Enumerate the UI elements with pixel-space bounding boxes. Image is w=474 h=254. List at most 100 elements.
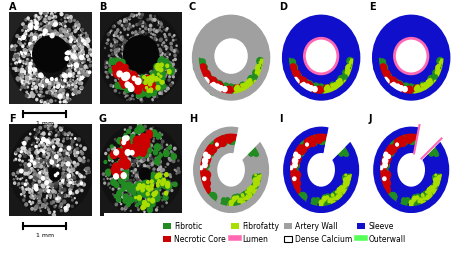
- Circle shape: [161, 68, 163, 70]
- Circle shape: [47, 29, 50, 32]
- Circle shape: [415, 201, 419, 204]
- Circle shape: [125, 150, 130, 156]
- Circle shape: [290, 65, 293, 68]
- Circle shape: [132, 85, 137, 91]
- Circle shape: [120, 186, 121, 187]
- Circle shape: [54, 169, 56, 172]
- Circle shape: [52, 191, 55, 193]
- Circle shape: [127, 187, 132, 192]
- Circle shape: [60, 149, 63, 152]
- Circle shape: [57, 152, 58, 153]
- Circle shape: [322, 91, 330, 99]
- Circle shape: [395, 83, 401, 90]
- Circle shape: [412, 198, 416, 202]
- Circle shape: [70, 73, 72, 75]
- Circle shape: [78, 26, 80, 28]
- Circle shape: [296, 152, 300, 156]
- Circle shape: [225, 133, 229, 138]
- Circle shape: [336, 84, 339, 87]
- Circle shape: [152, 192, 153, 193]
- Circle shape: [113, 69, 122, 78]
- Circle shape: [124, 65, 128, 70]
- Circle shape: [126, 87, 129, 91]
- Circle shape: [135, 171, 137, 173]
- Circle shape: [76, 40, 78, 42]
- Circle shape: [149, 39, 150, 40]
- Circle shape: [229, 90, 236, 97]
- Circle shape: [29, 36, 30, 37]
- Circle shape: [258, 65, 261, 67]
- Circle shape: [114, 169, 116, 171]
- Circle shape: [337, 192, 340, 195]
- Circle shape: [125, 171, 126, 172]
- Circle shape: [32, 26, 33, 27]
- Circle shape: [13, 59, 15, 61]
- Circle shape: [434, 149, 438, 154]
- Circle shape: [32, 42, 35, 45]
- Circle shape: [36, 157, 38, 159]
- Circle shape: [55, 176, 56, 177]
- Circle shape: [308, 87, 314, 94]
- Circle shape: [122, 177, 123, 179]
- Circle shape: [247, 86, 250, 89]
- Circle shape: [27, 173, 29, 176]
- Circle shape: [113, 173, 117, 177]
- Circle shape: [164, 67, 165, 70]
- Circle shape: [111, 74, 113, 76]
- Circle shape: [66, 204, 70, 208]
- Circle shape: [51, 82, 52, 83]
- Circle shape: [60, 92, 62, 94]
- Circle shape: [65, 39, 66, 40]
- Circle shape: [240, 85, 247, 92]
- Circle shape: [256, 68, 262, 74]
- Circle shape: [57, 139, 59, 142]
- Circle shape: [197, 157, 203, 164]
- Circle shape: [59, 175, 62, 178]
- Circle shape: [152, 159, 153, 160]
- Circle shape: [230, 89, 233, 91]
- Circle shape: [139, 148, 144, 152]
- Circle shape: [254, 174, 258, 179]
- Circle shape: [149, 82, 155, 88]
- Circle shape: [57, 167, 60, 170]
- Circle shape: [132, 37, 133, 39]
- Circle shape: [143, 153, 144, 155]
- Circle shape: [70, 166, 72, 167]
- Circle shape: [341, 78, 345, 83]
- Circle shape: [248, 81, 250, 84]
- Circle shape: [84, 66, 87, 69]
- Circle shape: [161, 134, 163, 136]
- Circle shape: [131, 183, 133, 184]
- Circle shape: [296, 158, 300, 162]
- Circle shape: [346, 75, 352, 82]
- Circle shape: [48, 18, 51, 21]
- Circle shape: [47, 127, 50, 130]
- Circle shape: [140, 180, 142, 182]
- Circle shape: [59, 208, 60, 209]
- Circle shape: [154, 19, 156, 22]
- Circle shape: [299, 196, 305, 203]
- Circle shape: [243, 89, 246, 92]
- Circle shape: [160, 179, 164, 184]
- Circle shape: [142, 141, 147, 148]
- Circle shape: [76, 22, 78, 24]
- Circle shape: [109, 155, 111, 157]
- Circle shape: [47, 186, 49, 188]
- Circle shape: [104, 182, 106, 184]
- Circle shape: [69, 59, 72, 62]
- Circle shape: [45, 171, 46, 173]
- Circle shape: [157, 80, 161, 84]
- Circle shape: [217, 137, 221, 142]
- Circle shape: [75, 167, 76, 168]
- Circle shape: [66, 153, 68, 155]
- Circle shape: [38, 20, 39, 21]
- Circle shape: [165, 47, 166, 48]
- Circle shape: [65, 209, 68, 211]
- Circle shape: [328, 89, 332, 93]
- Circle shape: [113, 40, 115, 41]
- Circle shape: [79, 182, 81, 183]
- Circle shape: [303, 83, 310, 90]
- Circle shape: [26, 140, 27, 142]
- Circle shape: [18, 81, 19, 82]
- Circle shape: [78, 158, 80, 160]
